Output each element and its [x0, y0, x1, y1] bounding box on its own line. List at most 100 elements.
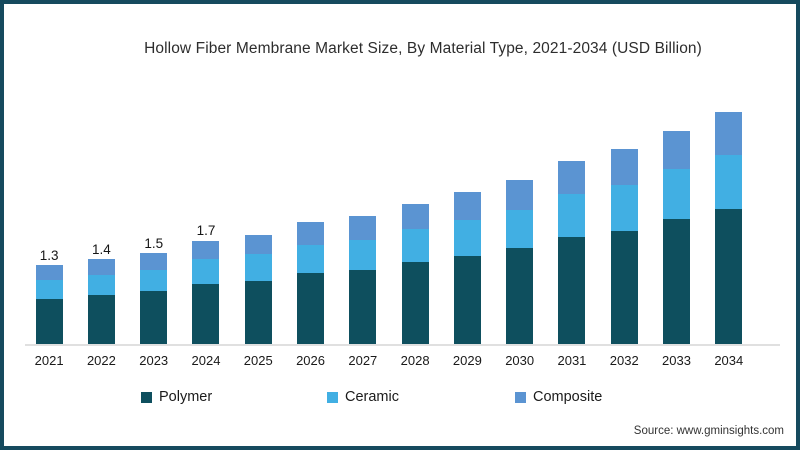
bar-segment-ceramic-2026 [297, 244, 325, 274]
legend-label-composite: Composite [533, 389, 603, 405]
legend-swatch-composite [515, 391, 526, 403]
bar-slot-2031 [546, 100, 598, 345]
bar-segment-polymer-2034 [715, 209, 743, 345]
x-tick-2030: 2030 [505, 353, 535, 368]
x-tick-2024: 2024 [191, 353, 221, 368]
bar-segment-composite-2032 [610, 149, 638, 185]
bar-slot-2021: 1.3 [23, 100, 75, 345]
legend-item-ceramic: Ceramic [327, 389, 399, 405]
bar-segment-ceramic-2024 [192, 259, 220, 284]
bar-segment-polymer-2022 [87, 294, 115, 345]
bar-segment-composite-2034 [715, 112, 743, 155]
legend-label-ceramic: Ceramic [345, 389, 399, 405]
legend: Polymer Ceramic Composite [4, 389, 796, 409]
bar-segment-ceramic-2029 [453, 219, 481, 256]
bar-2026 [297, 222, 325, 345]
bar-segment-ceramic-2033 [663, 169, 691, 220]
bar-segment-composite-2026 [297, 222, 325, 245]
bar-2034 [715, 112, 743, 345]
bar-segment-polymer-2033 [663, 219, 691, 345]
chart-title: Hollow Fiber Membrane Market Size, By Ma… [144, 40, 702, 57]
bar-segment-polymer-2026 [297, 273, 325, 345]
x-axis-labels: 2021 2022 2023 2024 2025 2026 2027 2028 2029 2030… [23, 353, 755, 368]
bar-value-label-2022: 1.4 [92, 241, 111, 257]
x-tick-2023: 2023 [139, 353, 169, 368]
bar-slot-2030 [494, 100, 546, 345]
bar-segment-polymer-2029 [453, 255, 481, 345]
legend-label-polymer: Polymer [159, 389, 213, 405]
bar-segment-polymer-2031 [558, 237, 586, 345]
bar-segment-ceramic-2023 [140, 269, 168, 292]
legend-swatch-ceramic [327, 391, 338, 403]
x-tick-2026: 2026 [296, 353, 325, 368]
bar-segment-ceramic-2025 [244, 254, 272, 281]
x-tick-2028: 2028 [400, 353, 430, 368]
bar-value-label-2024: 1.7 [196, 223, 216, 239]
bar-value-label-2021: 1.3 [39, 247, 59, 263]
x-tick-2032: 2032 [609, 353, 639, 368]
bar-segment-ceramic-2021 [35, 279, 63, 299]
bar-slot-2034 [703, 100, 755, 345]
x-tick-2021: 2021 [34, 353, 64, 368]
bar-value-label-2023: 1.5 [144, 235, 164, 251]
bar-slot-2026 [284, 100, 336, 345]
bar-segment-composite-2028 [401, 204, 429, 230]
bar-slot-2025 [232, 100, 284, 345]
bar-segment-ceramic-2022 [87, 274, 115, 295]
bar-2029 [453, 191, 481, 345]
bar-2024 [192, 240, 220, 345]
bar-segment-polymer-2027 [349, 269, 377, 345]
bar-segment-polymer-2030 [506, 248, 534, 345]
bar-2023 [140, 253, 168, 345]
bar-segment-polymer-2023 [140, 291, 168, 345]
x-tick-2033: 2033 [662, 353, 691, 368]
x-tick-2022: 2022 [86, 353, 116, 368]
x-tick-2029: 2029 [452, 353, 482, 368]
x-tick-2034: 2034 [714, 353, 744, 368]
bar-2025 [244, 234, 272, 345]
x-tick-2031: 2031 [557, 353, 587, 368]
bar-segment-polymer-2028 [401, 262, 429, 345]
bar-segment-polymer-2025 [244, 280, 272, 345]
legend-swatch-polymer [141, 391, 152, 403]
bar-segment-composite-2031 [558, 161, 586, 195]
legend-item-composite: Composite [515, 389, 602, 405]
bar-segment-composite-2027 [349, 216, 377, 240]
bar-2032 [610, 149, 638, 345]
bar-segment-ceramic-2027 [349, 239, 377, 270]
x-axis-line [25, 344, 780, 346]
bar-slot-2027 [337, 100, 389, 345]
bar-segment-ceramic-2030 [506, 209, 534, 249]
bar-2033 [663, 130, 691, 345]
x-tick-2027: 2027 [348, 353, 378, 368]
bar-2028 [401, 204, 429, 345]
legend-item-polymer: Polymer [141, 389, 212, 405]
bar-2030 [506, 179, 534, 345]
bar-slot-2029 [441, 100, 493, 345]
bar-segment-ceramic-2032 [610, 184, 638, 231]
bars-area: 1.3 1.4 1.5 1.7 [23, 100, 755, 345]
bar-2031 [558, 161, 586, 345]
bar-segment-ceramic-2031 [558, 194, 586, 238]
bar-2027 [349, 216, 377, 345]
bar-slot-2024: 1.7 [180, 100, 232, 345]
bar-segment-composite-2024 [192, 240, 220, 260]
bar-segment-composite-2030 [506, 179, 534, 210]
bar-segment-composite-2023 [140, 253, 168, 270]
bar-2022 [87, 259, 115, 345]
bar-slot-2032 [598, 100, 650, 345]
bar-slot-2023: 1.5 [128, 100, 180, 345]
bar-segment-polymer-2024 [192, 283, 220, 345]
bar-2021 [35, 265, 63, 345]
bar-segment-composite-2033 [663, 130, 691, 170]
bar-segment-composite-2025 [244, 234, 272, 255]
bar-segment-polymer-2032 [610, 230, 638, 345]
source-attribution: Source: www.gminsights.com [633, 425, 784, 437]
bar-segment-ceramic-2028 [401, 229, 429, 263]
bar-slot-2022: 1.4 [75, 100, 127, 345]
bar-slot-2028 [389, 100, 441, 345]
x-tick-2025: 2025 [243, 353, 273, 368]
bar-segment-composite-2021 [35, 265, 63, 280]
bar-segment-composite-2022 [87, 259, 115, 275]
